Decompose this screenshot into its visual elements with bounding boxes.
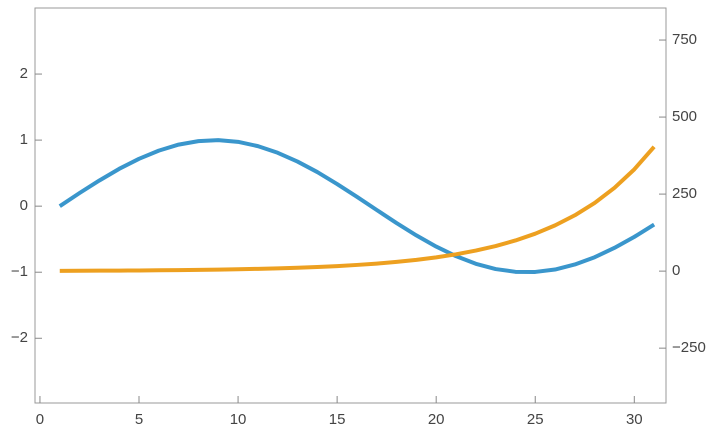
x-tick-label: 10: [230, 411, 247, 428]
y2-tick-label: 500: [672, 108, 697, 125]
x-tick-label: 0: [36, 411, 44, 428]
plot-frame: [34, 7, 667, 404]
x-tick-label: 25: [527, 411, 544, 428]
y-tick-label: −1: [11, 263, 28, 280]
y-tick-label: −2: [11, 329, 28, 346]
y2-tick-label: 0: [672, 262, 680, 279]
x-tick-label: 5: [135, 411, 143, 428]
x-tick-label: 15: [329, 411, 346, 428]
x-tick-label: 30: [626, 411, 643, 428]
line-series: [58, 138, 656, 274]
y-tick-label: 0: [20, 197, 28, 214]
x-tick-label: 20: [428, 411, 445, 428]
y-tick-label: 2: [20, 65, 28, 82]
y2-tick-label: 250: [672, 185, 697, 202]
y2-tick-label: 750: [672, 31, 697, 48]
y2-tick-label: −250: [672, 339, 706, 356]
y-tick-label: 1: [20, 131, 28, 148]
line-series: [59, 145, 656, 273]
